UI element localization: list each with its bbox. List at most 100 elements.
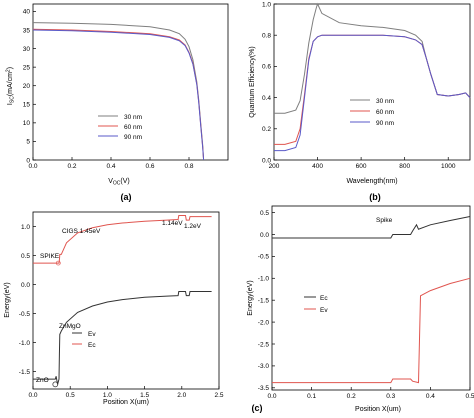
y-tick-label: 30 — [23, 46, 31, 53]
x-tick-label: 0.5 — [66, 392, 75, 399]
x-tick-label: 2.5 — [214, 392, 223, 399]
panel-a-ticks: 0.0 0.2 0.4 0.6 0.8 0 5 10 15 20 25 30 35 40 — [23, 9, 194, 170]
panel-c-label: (c) — [252, 403, 263, 413]
series-line-b-2 — [274, 34, 471, 152]
y-tick-label: 1.0 — [262, 1, 271, 8]
series-line-b-0 — [274, 2, 471, 114]
y-tick-label: 15 — [23, 102, 31, 109]
panel-a-xlabel: VOC(V) — [108, 178, 130, 187]
panel-b-ylabel: Quantum Efficiency(%) — [249, 46, 256, 117]
x-tick-label: 800 — [399, 163, 410, 170]
panel-c-left-frame — [32, 211, 220, 390]
panel-b-lines — [274, 2, 471, 152]
annotation-zno: ZnO — [36, 377, 49, 384]
x-tick-label: 2.0 — [177, 392, 186, 399]
y-tick-label: 0.8 — [262, 33, 271, 40]
x-tick-label: 1.0 — [103, 392, 112, 399]
panel-b-xlabel: Wavelength(nm) — [346, 178, 397, 185]
y-tick-label: -0.5 — [19, 311, 31, 318]
panel-b: 200 400 600 800 1000 0.0 0.2 0.4 0.6 0.8 1.0 30 nm… — [249, 1, 471, 202]
panel-c-left: 0.0 0.5 1.0 1.5 2.0 2.5-1.5-1.0-0.50.00.51.0 … — [4, 211, 224, 406]
y-tick-label: 35 — [23, 27, 31, 34]
x-tick-label: 0.4 — [426, 393, 435, 400]
panel-c-right-xlabel: Position X(um) — [355, 406, 401, 413]
x-tick-label: 600 — [356, 163, 367, 170]
y-tick-label: -1.0 — [258, 276, 270, 283]
x-tick-label: 0.0 — [28, 163, 37, 170]
panel-b-legend: 30 nm 60 nm 90 nm — [350, 98, 394, 127]
annotation-spike: SPIKE — [40, 253, 60, 260]
panel-a: 0.0 0.2 0.4 0.6 0.8 0 5 10 15 20 25 30 35 40 30 nm 60… — [6, 3, 229, 202]
x-tick-label: 0.8 — [184, 163, 193, 170]
series-line-d-1 — [272, 277, 471, 384]
panel-c-right-ylabel: Energy(eV) — [247, 280, 254, 315]
x-tick-label: 0.0 — [28, 392, 37, 399]
panel-c-left-legend: Ev Ec — [72, 331, 96, 349]
panel-c-left-ticks: 0.0 0.5 1.0 1.5 2.0 2.5 -1.5 -1.0 -0.5 0.0 0.5 1.0 — [19, 224, 224, 399]
y-tick-label: -3.0 — [258, 363, 270, 370]
panel-b-ticks: 200 400 600 800 1000 0.0 0.2 0.4 0.6 0.8 1.0 — [262, 1, 456, 170]
spike-marker — [55, 260, 61, 266]
legend-label-ev-d: Ev — [320, 307, 328, 314]
x-tick-label: 200 — [269, 163, 280, 170]
panel-c-right: 0.0 0.1 0.2 0.3 0.4 0.5 -3.5 -3.0 -2.5 -2.0 -1.5 -1… — [247, 205, 474, 413]
series-line-a-2 — [32, 29, 205, 161]
legend-label-ec-d: Ec — [320, 295, 328, 302]
legend-label-90nm: 90 nm — [124, 134, 142, 141]
y-tick-label: 0.0 — [21, 282, 30, 289]
legend-label-60nm: 60 nm — [124, 124, 142, 131]
x-tick-label: 1000 — [441, 163, 456, 170]
panel-a-label: (a) — [121, 192, 132, 202]
y-tick-label: 0.2 — [262, 126, 271, 133]
y-tick-label: 25 — [23, 64, 31, 71]
x-tick-label: 0.2 — [67, 163, 76, 170]
x-tick-label: 0.5 — [465, 393, 474, 400]
panel-a-lines — [32, 22, 205, 161]
y-tick-label: 10 — [23, 120, 31, 127]
panel-c-right-frame — [271, 205, 471, 391]
legend-label-60nm-b: 60 nm — [376, 109, 394, 116]
y-tick-label: -2.5 — [258, 341, 270, 348]
annotation-cigs: CIGS 1.45eV — [62, 228, 101, 235]
x-tick-label: 400 — [312, 163, 323, 170]
annotation-spike-right: Spike — [376, 217, 393, 224]
y-tick-label: -2.0 — [258, 319, 270, 326]
panel-c-right-ticks: 0.0 0.1 0.2 0.3 0.4 0.5 -3.5 -3.0 -2.5 -2.0 -1.5 -1… — [258, 210, 474, 400]
y-tick-label: -3.5 — [258, 385, 270, 392]
x-tick-label: 1.5 — [140, 392, 149, 399]
annotation-1-14ev: 1.14eV — [162, 220, 183, 227]
panel-a-ylabel: ISC(mA/cm2) — [6, 67, 16, 105]
y-tick-label: 0.0 — [260, 232, 269, 239]
series-line-a-1 — [32, 28, 205, 161]
x-tick-label: 0.2 — [347, 393, 356, 400]
y-tick-label: 20 — [23, 83, 31, 90]
legend-label-ev-c: Ev — [88, 331, 96, 338]
series-line-c-1 — [33, 215, 212, 264]
y-tick-label: 40 — [23, 9, 31, 16]
y-tick-label: 0 — [26, 157, 30, 164]
series-line-a-0 — [32, 22, 205, 161]
panel-c-right-legend: Ec Ev — [304, 295, 328, 314]
legend-label-ec-c: Ec — [88, 342, 96, 349]
series-line-d-0 — [272, 216, 471, 239]
y-tick-label: 0.5 — [21, 253, 30, 260]
legend-label-90nm-b: 90 nm — [376, 120, 394, 127]
series-line-b-1 — [274, 34, 471, 145]
x-tick-label: 0.6 — [145, 163, 154, 170]
annotation-znmgo: ZnMgO — [59, 323, 81, 330]
y-tick-label: 0.5 — [260, 210, 269, 217]
panel-c-left-lines — [33, 215, 212, 388]
y-tick-label: 1.0 — [21, 224, 30, 231]
y-tick-label: -1.5 — [19, 369, 31, 376]
panel-a-legend: 30 nm 60 nm 90 nm — [98, 114, 142, 141]
y-tick-label: 5 — [26, 139, 30, 146]
panel-c-right-lines — [272, 216, 471, 384]
y-tick-label: -0.5 — [258, 254, 270, 261]
y-tick-label: -1.5 — [258, 297, 270, 304]
annotation-1-2ev: 1.2eV — [184, 223, 202, 230]
zno-marker — [52, 381, 59, 388]
panel-c-left-ylabel: Energy(eV) — [4, 282, 11, 317]
y-tick-label: 0.0 — [262, 157, 271, 164]
legend-label-30nm-b: 30 nm — [376, 98, 394, 105]
